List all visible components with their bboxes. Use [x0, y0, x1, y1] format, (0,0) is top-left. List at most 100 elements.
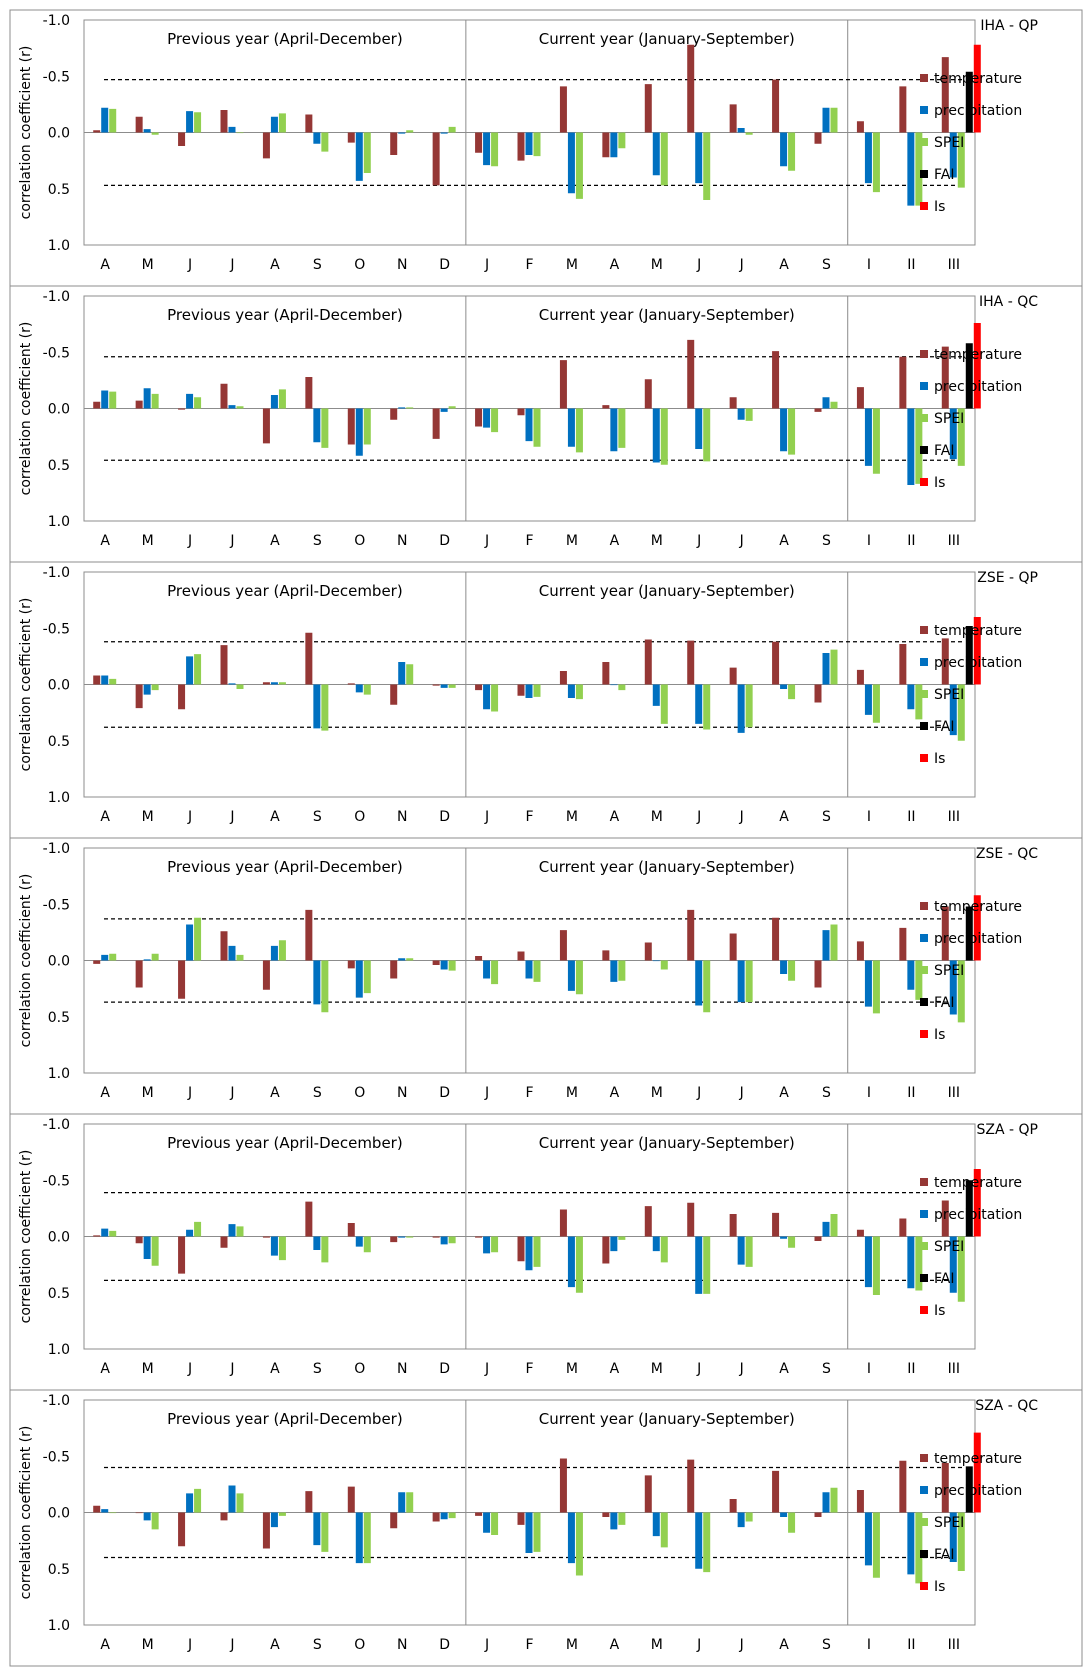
y-axis-label: correlation coefficient (r)	[18, 46, 34, 220]
x-tick-label: D	[439, 1637, 450, 1653]
x-tick-label: D	[439, 809, 450, 825]
x-tick-label: J	[484, 257, 489, 273]
bar-SPEI	[745, 132, 753, 135]
x-tick-label: S	[313, 1085, 322, 1101]
bar-precipitation	[313, 960, 321, 1005]
legend-swatch-Is	[920, 1582, 928, 1590]
x-tick-label: M	[142, 809, 154, 825]
panel-1: 1.0 0.5 0.0 -0.5 -1.0 correlation coefficient…	[9, 9, 1083, 287]
bar-temperature	[772, 351, 780, 409]
bar-SPEI	[448, 960, 456, 971]
bar-precipitation	[398, 132, 406, 134]
section-label-previous: Previous year (April-December)	[167, 582, 403, 600]
bar-temperature	[559, 360, 567, 409]
bar-SPEI	[236, 132, 244, 134]
section-label-current: Current year (January-September)	[539, 30, 795, 48]
bar-temperature	[220, 1236, 228, 1248]
bar-SPEI	[575, 960, 583, 995]
bar-precipitation	[610, 684, 618, 686]
bar-precipitation	[440, 1236, 448, 1245]
y-tick-label: 0.5	[48, 1562, 70, 1578]
bar-temperature	[517, 408, 525, 416]
bar-precipitation	[652, 132, 660, 176]
bar-precipitation	[652, 1512, 660, 1537]
x-tick-label: J	[484, 1085, 489, 1101]
section-label-current: Current year (January-September)	[539, 1134, 795, 1152]
bar-precipitation	[695, 684, 703, 724]
bar-temperature	[475, 1236, 483, 1238]
bar-SPEI	[533, 408, 541, 447]
bar-precipitation	[822, 653, 830, 685]
bar-precipitation	[737, 1236, 745, 1265]
bar-SPEI	[151, 1512, 159, 1530]
x-tick-label: M	[651, 1637, 663, 1653]
bar-SPEI	[915, 1236, 923, 1291]
bar-FAI	[965, 1466, 973, 1513]
x-tick-label: A	[779, 1361, 789, 1377]
bar-SPEI	[321, 408, 329, 448]
bar-temperature	[347, 960, 355, 969]
y-tick-label: 0.0	[48, 126, 70, 142]
bar-SPEI	[660, 1512, 668, 1548]
bar-SPEI	[363, 684, 371, 695]
x-tick-label: III	[948, 257, 960, 273]
bar-temperature	[390, 408, 398, 420]
bar-precipitation	[780, 1512, 788, 1517]
bar-precipitation	[907, 1512, 915, 1575]
x-tick-label: O	[354, 809, 365, 825]
x-tick-label: S	[313, 1361, 322, 1377]
bar-SPEI	[109, 1230, 117, 1237]
bar-precipitation	[143, 388, 151, 409]
y-tick-label: -0.5	[43, 1449, 70, 1465]
x-tick-label: J	[739, 1361, 744, 1377]
y-tick-label: 0.5	[48, 1286, 70, 1302]
bar-SPEI	[660, 132, 668, 186]
panel-2: 1.0 0.5 0.0 -0.5 -1.0 correlation coefficient…	[9, 285, 1083, 563]
x-tick-label: III	[948, 1637, 960, 1653]
bar-precipitation	[270, 395, 278, 409]
bar-SPEI	[957, 1512, 965, 1571]
bar-precipitation	[186, 1493, 194, 1513]
bar-temperature	[432, 1512, 440, 1522]
bar-temperature	[899, 356, 907, 409]
legend-swatch-SPEI	[920, 414, 928, 422]
bar-temperature	[559, 1458, 567, 1513]
bar-precipitation	[186, 393, 194, 409]
bar-temperature	[93, 1235, 101, 1237]
x-tick-label: A	[779, 809, 789, 825]
bar-temperature	[262, 408, 270, 444]
y-tick-label: -0.5	[43, 1173, 70, 1189]
bar-SPEI	[363, 132, 371, 173]
panel-title: ZSE - QC	[976, 846, 1038, 862]
x-tick-label: S	[822, 533, 831, 549]
bar-SPEI	[448, 126, 456, 133]
x-tick-label: J	[187, 1085, 192, 1101]
bar-SPEI	[957, 960, 965, 1023]
x-tick-label: II	[907, 1361, 915, 1377]
x-tick-label: J	[696, 1085, 701, 1101]
bar-temperature	[517, 951, 525, 961]
bar-SPEI	[872, 960, 880, 1014]
bar-temperature	[559, 671, 567, 685]
bar-SPEI	[703, 132, 711, 200]
bar-temperature	[178, 132, 186, 146]
bar-SPEI	[788, 132, 796, 171]
y-tick-label: 0.0	[48, 1506, 70, 1522]
x-tick-label: I	[867, 257, 871, 273]
x-tick-label: J	[739, 1637, 744, 1653]
bar-temperature	[220, 1512, 228, 1521]
legend-label-FAI: FAI	[934, 1547, 954, 1563]
bar-SPEI	[151, 393, 159, 409]
bar-SPEI	[491, 960, 499, 985]
bar-temperature	[856, 1229, 864, 1237]
bar-SPEI	[872, 408, 880, 474]
bar-precipitation	[143, 684, 151, 695]
bar-SPEI	[278, 113, 286, 133]
x-tick-label: F	[525, 257, 533, 273]
bar-temperature	[644, 1206, 652, 1237]
bar-SPEI	[703, 408, 711, 462]
bar-temperature	[432, 408, 440, 439]
y-tick-label: 0.0	[48, 954, 70, 970]
bar-temperature	[432, 684, 440, 686]
bar-temperature	[135, 400, 143, 409]
